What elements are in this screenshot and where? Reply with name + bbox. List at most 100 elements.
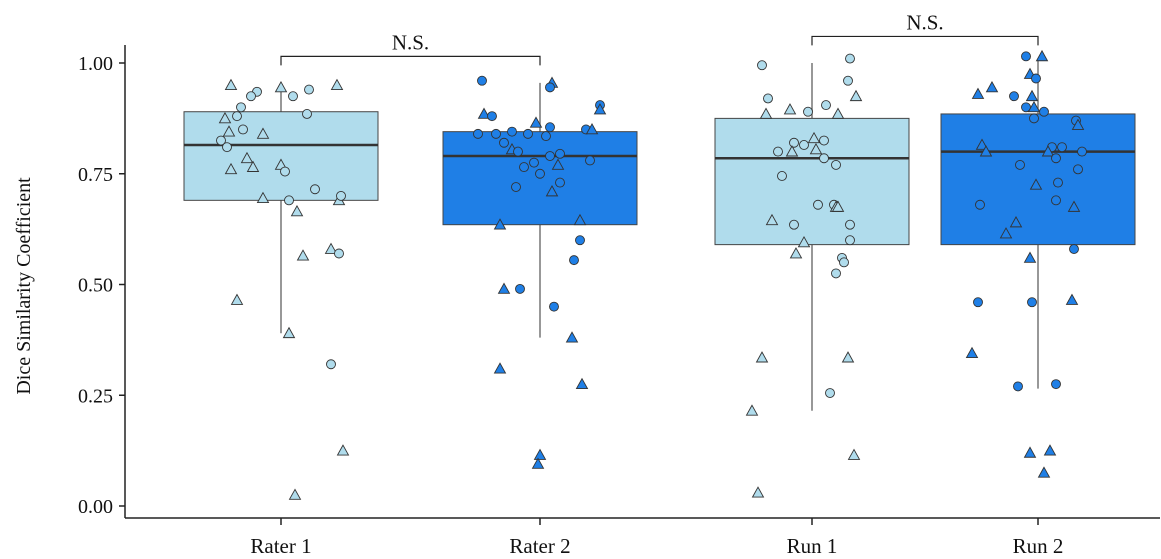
point-circle [1029, 113, 1039, 124]
point-triangle [751, 486, 765, 498]
point-circle [1039, 106, 1049, 117]
point-triangle [985, 80, 999, 93]
point-circle [777, 171, 787, 181]
point-circle [819, 153, 829, 164]
point-circle [1053, 177, 1063, 188]
point-triangle [755, 351, 769, 363]
point-circle [1015, 159, 1025, 170]
point-triangle [1041, 145, 1055, 157]
point-circle [499, 137, 509, 148]
point-triangle [573, 213, 587, 226]
point-triangle [1025, 89, 1039, 102]
point-circle [1073, 164, 1083, 175]
point-triangle [789, 247, 803, 259]
point-circle [549, 301, 559, 312]
point-triangle [529, 116, 543, 128]
data-points [216, 49, 1087, 500]
y-axis-label: Dice Similarity Coefficient [13, 177, 35, 395]
box-iqr [940, 113, 1136, 246]
y-tick-label: 0.00 [78, 496, 113, 518]
point-triangle [797, 235, 811, 248]
point-triangle [296, 249, 310, 261]
point-triangle [230, 293, 244, 305]
point-circle [1057, 142, 1067, 153]
point-circle [288, 91, 298, 102]
point-circle [523, 128, 533, 139]
point-circle [491, 128, 501, 139]
point-circle [1031, 73, 1041, 84]
point-triangle [224, 78, 238, 91]
point-circle [843, 75, 853, 86]
point-circle [232, 111, 242, 122]
point-triangle [585, 123, 599, 135]
point-circle [1077, 146, 1087, 157]
point-circle [975, 199, 985, 210]
point-circle [515, 283, 525, 294]
point-triangle [847, 448, 861, 460]
point-circle [1009, 91, 1019, 102]
point-triangle [324, 242, 338, 254]
point-triangle [1023, 251, 1037, 263]
point-triangle [477, 107, 491, 119]
point-circle [813, 199, 823, 210]
point-circle [336, 190, 346, 201]
axes: 0.00 0.25 0.50 0.75 1.00 Rater 1 Rater 2 Run 1 R… [78, 45, 1160, 558]
y-tick-label: 0.25 [78, 385, 113, 407]
point-triangle [783, 103, 797, 115]
point-triangle [759, 107, 773, 119]
point-circle [302, 108, 312, 119]
point-triangle [222, 125, 236, 137]
point-circle [831, 268, 841, 279]
significance-bracket: N.S. [280, 30, 541, 66]
point-circle [803, 106, 813, 117]
point-circle [1051, 153, 1061, 164]
point-circle [973, 297, 983, 308]
point-triangle [1071, 118, 1085, 130]
point-circle [819, 135, 829, 146]
point-triangle [575, 377, 589, 390]
point-circle [535, 168, 545, 179]
point-circle [529, 157, 539, 168]
point-triangle [1029, 178, 1043, 190]
point-triangle [965, 346, 979, 359]
bracket-line [811, 35, 1039, 46]
point-circle [839, 257, 849, 268]
point-triangle [975, 138, 989, 150]
point-triangle [330, 78, 344, 91]
point-circle [310, 184, 320, 195]
point-triangle [807, 131, 821, 144]
point-triangle [274, 80, 288, 93]
bracket-line [280, 55, 541, 66]
point-circle [284, 195, 294, 206]
point-triangle [1035, 49, 1049, 62]
point-triangle [290, 204, 304, 217]
point-circle [555, 177, 565, 188]
x-tick-label: Run 2 [1013, 534, 1064, 558]
box-run-2 [940, 58, 1136, 389]
point-triangle [1067, 200, 1081, 212]
point-circle [1051, 195, 1061, 206]
point-triangle [1023, 446, 1037, 458]
point-circle [789, 219, 799, 230]
point-circle [507, 126, 517, 137]
point-triangle [1043, 444, 1057, 456]
point-triangle [336, 444, 350, 456]
point-triangle [999, 227, 1013, 239]
point-triangle [809, 142, 823, 155]
point-circle [585, 155, 595, 166]
point-circle [555, 148, 565, 159]
point-circle [773, 146, 783, 157]
point-circle [545, 82, 555, 93]
point-circle [216, 135, 226, 146]
point-triangle [256, 191, 270, 203]
point-triangle [849, 89, 863, 102]
y-tick-label: 1.00 [78, 53, 113, 75]
point-triangle [493, 218, 507, 230]
point-circle [473, 128, 483, 139]
point-circle [246, 91, 256, 102]
point-circle [238, 124, 248, 135]
point-circle [1069, 244, 1079, 255]
point-triangle [1037, 466, 1051, 478]
box-rater-2 [442, 82, 638, 338]
point-triangle [256, 127, 270, 139]
